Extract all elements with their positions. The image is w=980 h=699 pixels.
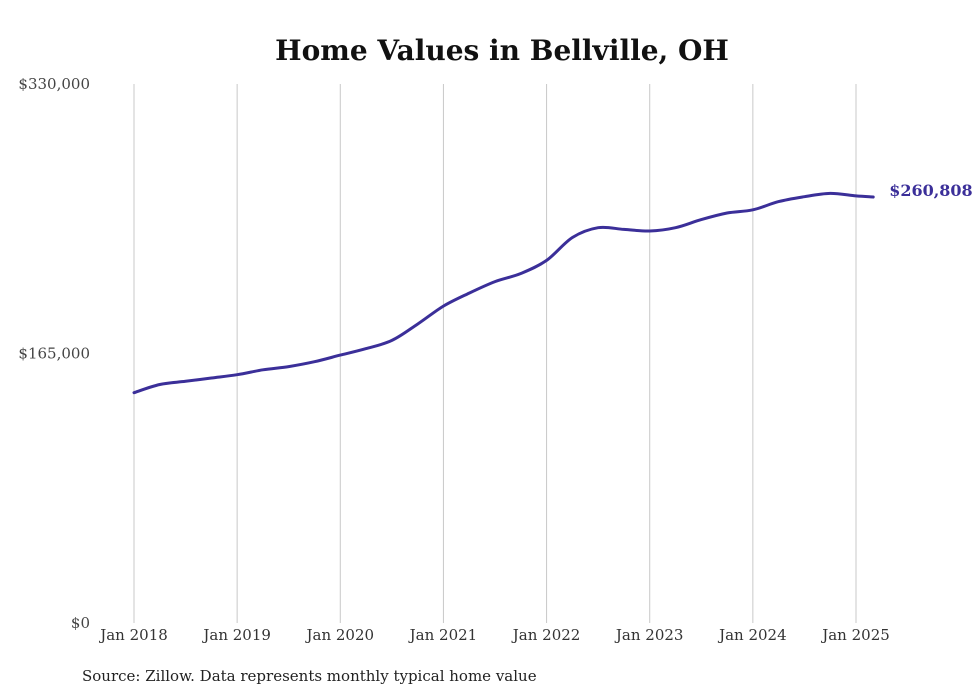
gridlines [133,84,857,623]
x-tick-label: Jan 2023 [614,626,684,644]
x-tick-label: Jan 2024 [717,626,787,644]
y-tick-label: $165,000 [18,345,90,363]
x-tick-label: Jan 2018 [98,626,168,644]
end-value-label: $260,808 [889,181,973,200]
y-tick-label: $0 [71,614,90,632]
x-tick-label: Jan 2021 [408,626,478,644]
series-layer [132,191,875,395]
series-line [132,191,875,395]
y-axis-ticks: $0 $165,000 $330,000 [18,75,90,632]
x-axis-ticks: Jan 2018 Jan 2019 Jan 2020 Jan 2021 Jan 2022… [98,626,890,644]
x-tick-label: Jan 2019 [201,626,271,644]
chart-title: Home Values in Bellville, OH [275,34,729,67]
x-tick-label: Jan 2025 [820,626,890,644]
x-tick-label: Jan 2022 [511,626,581,644]
y-tick-label: $330,000 [18,75,90,93]
source-note: Source: Zillow. Data represents monthly … [82,667,537,685]
x-tick-label: Jan 2020 [305,626,375,644]
